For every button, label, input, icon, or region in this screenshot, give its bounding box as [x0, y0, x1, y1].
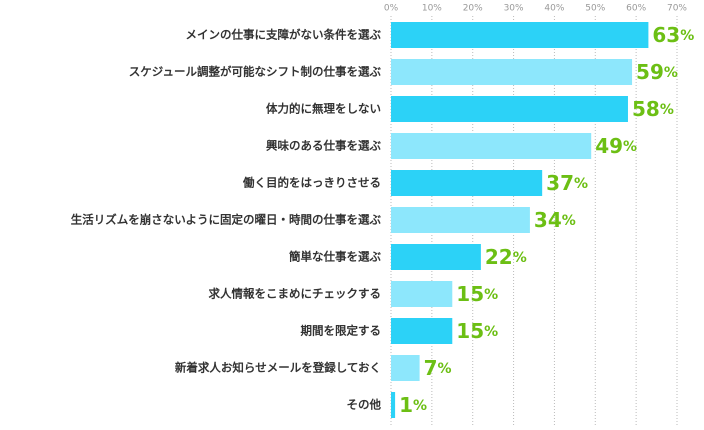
value-label: 1% — [399, 393, 427, 417]
category-label: 新着求人お知らせメールを登録しておく — [175, 361, 381, 375]
value-label: 37% — [546, 171, 588, 195]
x-tick-label: 0% — [384, 4, 399, 14]
value-label: 7% — [424, 356, 452, 380]
category-label: スケジュール調整が可能なシフト制の仕事を選ぶ — [129, 65, 382, 79]
value-label: 15% — [456, 282, 498, 306]
x-tick-label: 50% — [585, 4, 605, 14]
bar — [391, 355, 420, 381]
bar — [391, 207, 530, 233]
bar — [391, 170, 543, 196]
bar — [391, 392, 396, 418]
value-label: 34% — [534, 208, 576, 232]
value-label: 22% — [485, 245, 527, 269]
category-label: 求人情報をこまめにチェックする — [209, 287, 382, 301]
category-label: 働く目的をはっきりさせる — [242, 176, 381, 190]
x-tick-label: 40% — [544, 4, 564, 14]
category-label: 期間を限定する — [301, 324, 382, 338]
category-label: 興味のある仕事を選ぶ — [266, 139, 381, 153]
x-tick-label: 60% — [626, 4, 646, 14]
value-label: 49% — [595, 134, 637, 158]
value-label: 63% — [652, 23, 694, 47]
category-label: 生活リズムを崩さないように固定の曜日・時間の仕事を選ぶ — [71, 213, 382, 227]
bar — [391, 96, 628, 122]
bar — [391, 59, 633, 85]
bar — [391, 281, 453, 307]
value-label: 59% — [636, 60, 678, 84]
x-tick-label: 70% — [667, 4, 687, 14]
value-label: 15% — [456, 319, 498, 343]
x-tick-label: 10% — [422, 4, 442, 14]
value-label: 58% — [632, 97, 674, 121]
bar — [391, 318, 453, 344]
x-tick-label: 30% — [504, 4, 524, 14]
category-label: メインの仕事に支障がない条件を選ぶ — [186, 28, 382, 42]
category-label: 簡単な仕事を選ぶ — [288, 250, 381, 264]
x-tick-label: 20% — [463, 4, 483, 14]
bar — [391, 22, 649, 48]
category-label: その他 — [347, 398, 382, 412]
bar — [391, 133, 592, 159]
bar — [391, 244, 481, 270]
category-label: 体力的に無理をしない — [266, 102, 381, 116]
